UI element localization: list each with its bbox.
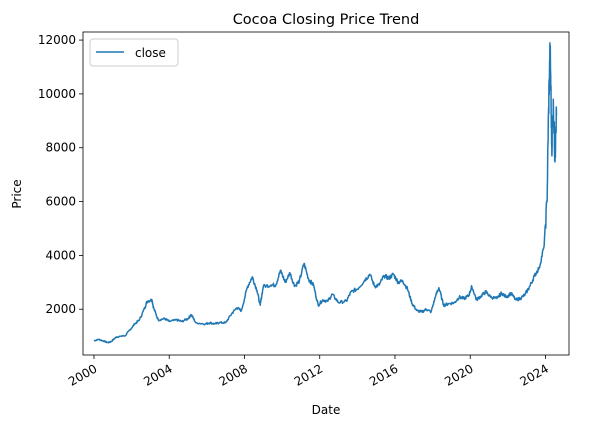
series-line-close [93,42,558,344]
legend: close [89,38,179,67]
y-tick-label: 4000 [45,248,76,262]
plot-area [93,42,558,344]
x-tick-label: 2004 [141,361,174,388]
x-axis-label: Date [312,403,341,417]
y-tick-label: 2000 [45,302,76,316]
legend-box [89,38,179,67]
plot-frame [82,31,570,356]
x-axis: 2000 2004 2008 2012 2016 2020 2024 [66,355,551,389]
x-tick-label: 2000 [66,361,99,388]
x-tick-label: 2024 [518,361,551,388]
x-tick-label: 2016 [367,361,400,388]
y-tick-label: 12000 [38,33,76,47]
y-axis: 2000 4000 6000 8000 10000 12000 [38,33,83,316]
chart-title: Cocoa Closing Price Trend [233,12,420,28]
y-axis-label: Price [10,179,24,208]
legend-label-close: close [135,46,166,60]
y-tick-label: 8000 [45,141,76,155]
x-tick-label: 2020 [442,361,475,388]
y-tick-label: 6000 [45,195,76,209]
x-tick-label: 2012 [292,361,325,388]
y-tick-label: 10000 [38,87,76,101]
x-tick-label: 2008 [217,361,250,388]
